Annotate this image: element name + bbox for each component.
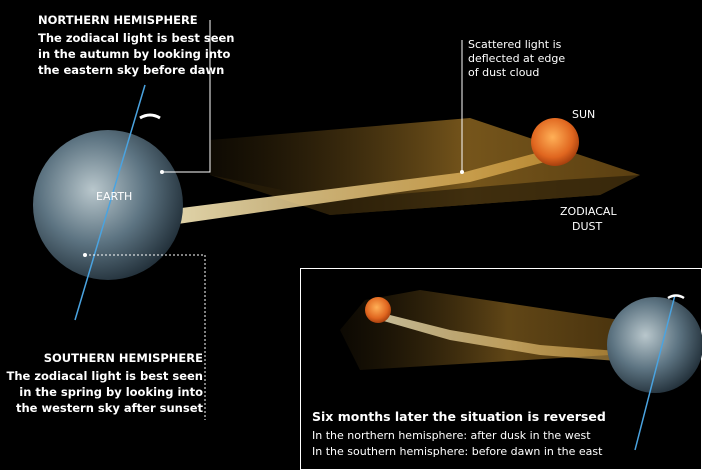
connector <box>162 20 211 173</box>
text-line: the eastern sky before dawn <box>38 63 224 77</box>
earth <box>33 130 183 280</box>
text-line: Scattered light is <box>468 38 562 51</box>
text-line: the western sky after sunset <box>16 401 204 415</box>
text-line: deflected at edge <box>468 52 565 65</box>
earth-axis <box>634 294 676 451</box>
heading: NORTHERN HEMISPHERE <box>38 13 198 27</box>
label: ZODIACAL <box>560 205 617 218</box>
text-line: in the spring by looking into <box>19 385 203 399</box>
heading: Six months later the situation is revers… <box>312 409 606 424</box>
text-line: of dust cloud <box>468 66 539 79</box>
connector-dot <box>460 170 464 174</box>
connector-dot <box>160 170 164 174</box>
sun <box>531 118 579 166</box>
text-line: in the autumn by looking into <box>38 47 231 61</box>
light-beam <box>150 152 545 228</box>
light-beam <box>378 312 630 362</box>
connector-dot <box>83 253 87 257</box>
text-line: In the southern hemisphere: before dawn … <box>312 445 603 458</box>
rotation-arrow <box>139 113 161 120</box>
text-line: In the northern hemisphere: after dusk i… <box>312 429 591 442</box>
rotation-arrow <box>667 294 685 300</box>
dust-shadow <box>210 175 640 215</box>
earth-axis <box>74 84 146 321</box>
text-line: The zodiacal light is best seen <box>7 369 204 383</box>
connector <box>85 254 206 420</box>
heading: SOUTHERN HEMISPHERE <box>44 351 203 365</box>
earth <box>607 297 702 393</box>
label: SUN <box>572 108 595 121</box>
text-line: The zodiacal light is best seen <box>38 31 235 45</box>
label: DUST <box>572 220 603 233</box>
sun <box>365 297 391 323</box>
label: EARTH <box>96 190 132 203</box>
